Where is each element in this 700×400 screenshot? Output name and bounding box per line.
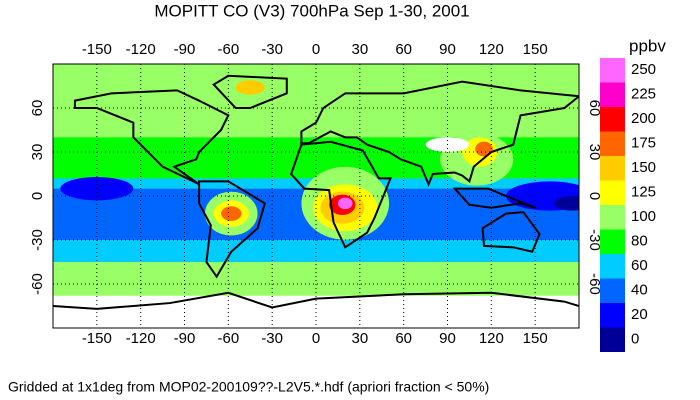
colorbar-label: 250 [631, 61, 656, 78]
y-tick-label-right: -30 [586, 229, 603, 251]
y-tick-label-right: 60 [586, 100, 603, 117]
x-tick-label-top: 60 [395, 41, 412, 58]
x-tick-label-top: -120 [126, 41, 156, 58]
colorbar-label: 80 [631, 233, 648, 250]
x-tick-label-top: 30 [351, 41, 368, 58]
colorbar-unit: ppbv [629, 36, 666, 55]
x-tick-label-bottom: 150 [523, 330, 548, 347]
field [111, 203, 170, 233]
y-tick-label-left: -60 [29, 273, 46, 295]
colorbar-swatch [600, 327, 625, 352]
y-tick-label-right: -60 [586, 273, 603, 295]
y-tick-label-left: 30 [29, 144, 46, 161]
colorbar-swatch [600, 278, 625, 303]
coastline [481, 211, 541, 253]
field [554, 196, 579, 211]
field [53, 295, 579, 328]
colorbar-label: 175 [631, 135, 656, 152]
colorbar-label: 20 [631, 306, 648, 323]
x-tick-label-bottom: -90 [174, 330, 196, 347]
footer: Gridded at 1x1deg from MOP02-200109??-L2… [8, 379, 489, 395]
coastline [290, 140, 393, 249]
coastline [212, 74, 288, 109]
coastline [452, 187, 536, 209]
x-tick-label-top: -90 [174, 41, 196, 58]
title: MOPITT CO (V3) 700hPa Sep 1-30, 2001 [154, 1, 469, 20]
x-tick-label-bottom: 120 [479, 330, 504, 347]
colorbar-swatch [600, 58, 625, 83]
x-tick-label-top: -30 [261, 41, 283, 58]
x-tick-label-top: 90 [439, 41, 456, 58]
field [257, 199, 302, 229]
colorbar-swatch [600, 205, 625, 230]
x-tick-label-bottom: 90 [439, 330, 456, 347]
field [475, 141, 493, 157]
y-tick-label-right: 30 [586, 144, 603, 161]
colorbar-label: 225 [631, 86, 656, 103]
field [403, 206, 463, 230]
colorbar-swatch [600, 107, 625, 132]
colorbar-label: 40 [631, 282, 648, 299]
colorbar-label: 150 [631, 159, 656, 176]
x-tick-label-bottom: -120 [126, 330, 156, 347]
x-tick-label-top: 120 [479, 41, 504, 58]
x-tick-label-top: 150 [523, 41, 548, 58]
y-tick-label-left: 60 [29, 100, 46, 117]
colorbar-swatch [600, 303, 625, 328]
x-tick-label-bottom: 60 [395, 330, 412, 347]
colorbar-label: 0 [631, 331, 639, 348]
colorbar-swatch [600, 156, 625, 181]
colorbar-swatch [600, 254, 625, 279]
y-tick-label-left: -30 [29, 229, 46, 251]
coastline [198, 180, 267, 279]
colorbar-label: 60 [631, 257, 648, 274]
coastline [53, 291, 579, 310]
x-tick-label-bottom: -30 [261, 330, 283, 347]
y-tick-label-left: 0 [29, 192, 46, 200]
colorbar-label: 100 [631, 208, 656, 225]
x-tick-label-bottom: 30 [351, 330, 368, 347]
field [235, 80, 265, 95]
coastline [300, 80, 579, 187]
x-tick-label-bottom: 0 [312, 330, 320, 347]
colorbar-swatch [600, 131, 625, 156]
x-tick-label-bottom: -60 [217, 330, 239, 347]
colorbar-label: 200 [631, 110, 656, 127]
x-tick-label-bottom: -150 [82, 330, 112, 347]
map-area [53, 64, 579, 328]
x-tick-label-top: -60 [217, 41, 239, 58]
colorbar-swatch [600, 229, 625, 254]
x-tick-label-top: -150 [82, 41, 112, 58]
y-tick-label-right: 0 [586, 192, 603, 200]
colorbar-swatch [600, 82, 625, 107]
colorbar-label: 125 [631, 184, 656, 201]
field [337, 197, 353, 210]
coastline [73, 89, 230, 186]
colorbar-swatch [600, 180, 625, 205]
x-tick-label-top: 0 [312, 41, 320, 58]
field [221, 206, 242, 221]
